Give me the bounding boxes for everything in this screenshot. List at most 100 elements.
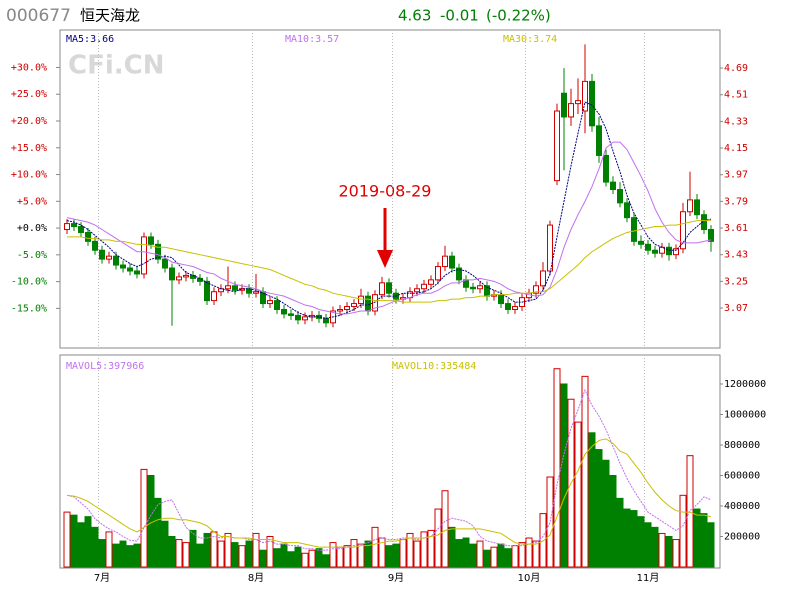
candle-body	[92, 240, 98, 251]
candle-body	[589, 80, 595, 127]
y-tick-label: -5.0%	[17, 250, 47, 261]
candle-body	[638, 240, 644, 245]
y-tick-label: +25.0%	[11, 89, 47, 100]
volume-bar	[273, 548, 281, 568]
volume-bar	[238, 545, 246, 568]
candle-body	[575, 100, 581, 105]
volume-panel	[59, 354, 721, 569]
volume-bar	[140, 468, 148, 568]
candle-body	[113, 255, 119, 266]
candle-body	[232, 285, 238, 291]
candle-body	[64, 223, 70, 231]
x-tick-label: 11月	[637, 572, 660, 584]
volume-bar	[469, 543, 477, 568]
candle-body	[134, 270, 140, 275]
volume-bar	[329, 542, 337, 568]
volume-bar	[525, 537, 533, 568]
volume-bar	[420, 531, 428, 568]
y-tick-label: +0.0%	[17, 223, 47, 234]
volume-bar	[343, 545, 351, 568]
candle-body	[106, 255, 112, 260]
volume-bar	[644, 522, 652, 568]
candle-body	[540, 270, 546, 287]
candle-body	[267, 300, 273, 305]
candle-body	[666, 246, 672, 256]
volume-bar	[91, 526, 99, 568]
candle-body	[687, 199, 693, 213]
volume-bar	[259, 549, 267, 568]
volume-bar	[588, 432, 596, 568]
candle-body	[631, 217, 637, 242]
candle-body	[365, 295, 371, 312]
candle-body	[281, 308, 287, 315]
ma-line	[66, 388, 712, 551]
volume-bar	[315, 548, 323, 568]
stock-code: 000677	[6, 6, 71, 26]
volume-bar	[406, 532, 414, 568]
candle-body	[603, 154, 609, 183]
candle-body	[449, 255, 455, 269]
volume-bar	[336, 546, 344, 568]
candle-body	[505, 303, 511, 310]
volume-bar	[427, 529, 435, 568]
x-tick-label: 10月	[518, 572, 541, 584]
volume-bar	[252, 532, 260, 568]
y2-tick-label: 3.25	[724, 276, 748, 287]
volume-bar	[119, 540, 127, 568]
y2-tick-label: 4.15	[724, 143, 748, 154]
volume-bar	[203, 532, 211, 568]
volume-bar	[609, 474, 617, 568]
candle-body	[694, 199, 700, 216]
volume-bar	[448, 526, 456, 568]
candle-body	[680, 211, 686, 250]
volume-bar	[168, 535, 176, 568]
watermark: CFi.CN	[68, 51, 164, 81]
volume-bar	[490, 546, 498, 568]
volume-bar	[553, 368, 561, 568]
y-tick-label: -15.0%	[11, 303, 47, 314]
volume-bar	[623, 508, 631, 568]
legend-entry: MA5:3.66	[66, 34, 114, 45]
candle-body	[582, 80, 588, 112]
candle-body	[533, 285, 539, 294]
x-tick-label: 7月	[94, 572, 110, 584]
y-tick-label: 600000	[724, 470, 760, 481]
volume-bar	[532, 540, 540, 568]
y-tick-label: +10.0%	[11, 170, 47, 181]
volume-bar	[413, 540, 421, 568]
candle-body	[414, 288, 420, 293]
candle-body	[435, 266, 441, 281]
y-tick-label: 800000	[724, 440, 760, 451]
annotation-arrow-head	[377, 250, 393, 268]
candle-body	[239, 288, 245, 291]
candle-body	[295, 314, 301, 321]
candle-body	[169, 267, 175, 281]
candle-body	[456, 267, 462, 281]
y2-tick-label: 3.07	[724, 303, 748, 314]
volume-bar	[147, 474, 155, 568]
candle-body	[547, 224, 553, 272]
candle-body	[617, 189, 623, 204]
volume-bar	[245, 540, 253, 568]
volume-bar	[77, 522, 85, 568]
legend-entry: MA10:3.57	[285, 34, 339, 45]
volume-bar	[217, 540, 225, 568]
candle-body	[561, 92, 567, 118]
price: 4.63	[398, 7, 431, 25]
legend-entry: MAVOL10:335484	[392, 361, 476, 372]
volume-bar	[630, 510, 638, 568]
y2-tick-label: 3.79	[724, 196, 748, 207]
volume-bar	[434, 508, 442, 568]
volume-bar	[546, 476, 554, 568]
change-pct: (-0.22%)	[486, 7, 551, 25]
candle-body	[624, 202, 630, 219]
candle-body	[120, 264, 126, 269]
candle-body	[183, 274, 189, 278]
volume-bar	[483, 549, 491, 568]
volume-bar	[392, 543, 400, 568]
volume-bar	[385, 545, 393, 568]
volume-bar	[581, 375, 589, 568]
volume-bar	[322, 554, 330, 568]
change: -0.01	[440, 7, 479, 25]
